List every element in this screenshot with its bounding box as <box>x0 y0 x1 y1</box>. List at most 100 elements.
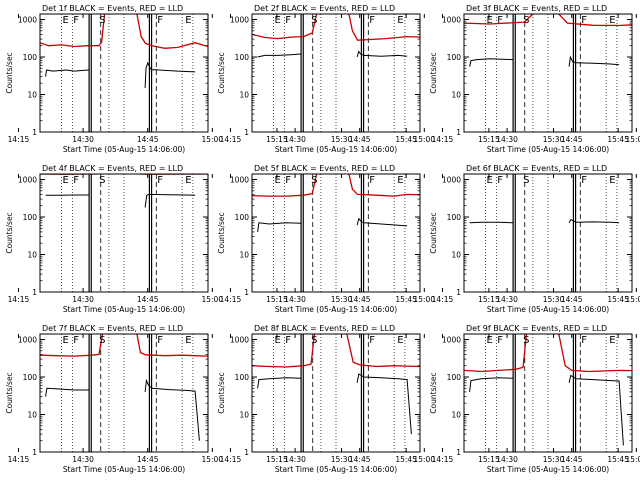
y-axis-label: Counts/sec <box>429 212 438 253</box>
marker-label: E <box>275 15 281 26</box>
events-series-line <box>45 69 89 77</box>
lld-series-line <box>252 334 316 368</box>
y-tick-label: 1000 <box>18 335 37 344</box>
plot-frame <box>463 333 633 453</box>
panel-title: Det 3f BLACK = Events, RED = LLD <box>466 4 607 13</box>
y-tick-label: 10 <box>451 250 461 259</box>
y-tick-label: 100 <box>235 53 250 62</box>
x-tick-label: 15:30 <box>543 455 565 464</box>
x-tick-label: 15:15 <box>266 455 288 464</box>
x-tick-label: 14:15 <box>8 135 30 144</box>
y-tick-label: 1000 <box>230 335 249 344</box>
reference-lines <box>61 14 194 132</box>
lld-series-line <box>136 334 208 357</box>
x-axis-label: Start Time (05-Aug-15 14:06:00) <box>275 145 397 154</box>
y-tick-label: 1000 <box>230 15 249 24</box>
reference-lines <box>61 334 194 452</box>
x-tick-label: 14:45 <box>137 135 159 144</box>
y-tick-label: 100 <box>447 373 462 382</box>
x-tick-label: 15:00 <box>201 295 223 304</box>
y-axis-label: Counts/sec <box>217 372 226 413</box>
marker-label: E <box>397 175 403 186</box>
marker-label: S <box>523 15 529 26</box>
marker-label: S <box>311 175 317 186</box>
marker-label: S <box>523 175 529 186</box>
marker-label: E <box>185 175 191 186</box>
marker-label: S <box>311 335 317 346</box>
events-series-line <box>469 221 513 224</box>
x-tick-label: 15:00 <box>413 135 435 144</box>
y-tick-label: 100 <box>235 373 250 382</box>
y-axis-label: Counts/sec <box>5 52 14 93</box>
marker-label: E <box>397 15 403 26</box>
marker-label: F <box>73 15 79 26</box>
plot-frame <box>251 173 421 293</box>
x-tick-label: 14:30 <box>496 295 518 304</box>
y-tick-label: 10 <box>27 410 37 419</box>
x-tick-label: 14:45 <box>349 455 371 464</box>
plot-frame <box>39 333 209 453</box>
marker-label: F <box>157 335 163 346</box>
x-axis-label: Start Time (05-Aug-15 14:06:00) <box>487 145 609 154</box>
marker-label: F <box>73 175 79 186</box>
y-tick-label: 10 <box>239 410 249 419</box>
x-tick-label: 15:00 <box>201 135 223 144</box>
events-series-line <box>356 373 412 435</box>
x-tick-label: 15:45 <box>395 455 417 464</box>
y-tick-label: 10 <box>239 90 249 99</box>
x-tick-label: 14:45 <box>349 295 371 304</box>
x-tick-label: 14:15 <box>220 295 242 304</box>
marker-label: F <box>581 175 587 186</box>
plot-frame <box>463 173 633 293</box>
panel-title: Det 9f BLACK = Events, RED = LLD <box>466 324 607 333</box>
y-tick-label: 1 <box>456 288 461 297</box>
plot-frame <box>251 13 421 133</box>
marker-label: E <box>63 15 69 26</box>
x-tick-label: 14:15 <box>432 455 454 464</box>
x-tick-label: 15:00 <box>201 455 223 464</box>
lld-series-line <box>136 14 208 49</box>
x-tick-label: 14:30 <box>496 135 518 144</box>
reference-lines <box>485 334 618 452</box>
x-tick-label: 14:15 <box>220 455 242 464</box>
x-tick-label: 14:45 <box>349 135 371 144</box>
y-tick-label: 1 <box>32 288 37 297</box>
events-series-line <box>356 50 408 58</box>
marker-label: E <box>63 175 69 186</box>
reference-lines <box>61 174 194 292</box>
y-tick-label: 1000 <box>230 175 249 184</box>
marker-label: F <box>285 175 291 186</box>
events-series-line <box>568 55 620 67</box>
marker-label: F <box>285 335 291 346</box>
lld-series-line <box>464 14 534 25</box>
y-tick-label: 1 <box>32 448 37 457</box>
lld-series-line <box>558 14 632 27</box>
series-group <box>464 334 632 446</box>
panel-title: Det 4f BLACK = Events, RED = LLD <box>42 164 183 173</box>
y-tick-label: 10 <box>451 90 461 99</box>
x-tick-label: 14:30 <box>284 455 306 464</box>
marker-label: S <box>99 335 105 346</box>
x-axis-label: Start Time (05-Aug-15 14:06:00) <box>63 465 185 474</box>
x-tick-label: 14:30 <box>72 455 94 464</box>
x-tick-label: 14:30 <box>496 455 518 464</box>
reference-lines <box>485 14 618 132</box>
x-tick-label: 14:15 <box>432 135 454 144</box>
x-tick-label: 15:45 <box>607 135 629 144</box>
x-axis-label: Start Time (05-Aug-15 14:06:00) <box>275 465 397 474</box>
x-axis-label: Start Time (05-Aug-15 14:06:00) <box>63 145 185 154</box>
lld-series-line <box>464 334 528 373</box>
y-tick-label: 1 <box>456 128 461 137</box>
x-tick-label: 15:45 <box>395 135 417 144</box>
lld-series-line <box>346 334 420 368</box>
x-tick-label: 14:15 <box>220 135 242 144</box>
y-tick-label: 1 <box>32 128 37 137</box>
y-tick-label: 1000 <box>18 175 37 184</box>
y-tick-label: 1 <box>244 128 249 137</box>
y-tick-label: 1000 <box>442 335 461 344</box>
x-axis-label: Start Time (05-Aug-15 14:06:00) <box>487 305 609 314</box>
x-tick-label: 15:15 <box>478 455 500 464</box>
